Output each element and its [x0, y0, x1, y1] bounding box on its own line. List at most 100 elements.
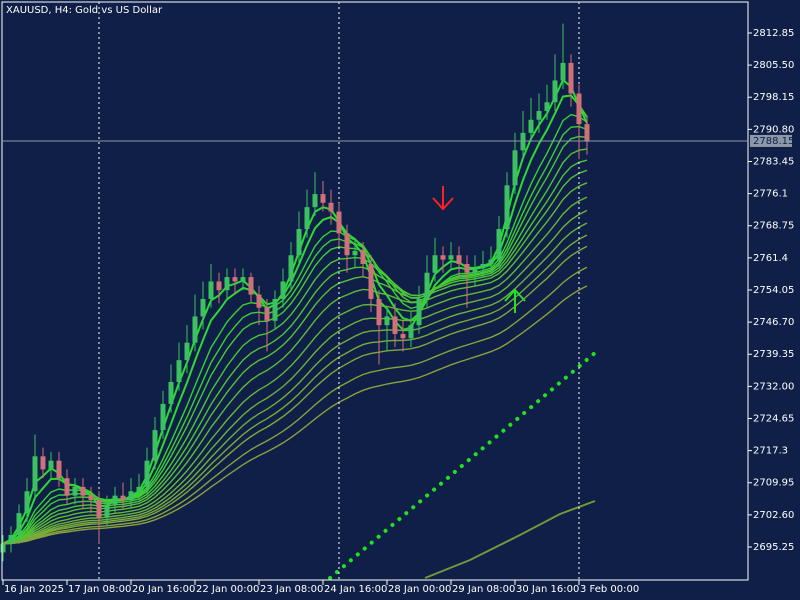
candle-body — [32, 456, 38, 492]
candle-body — [552, 80, 558, 103]
candle-body — [80, 486, 86, 496]
candle-body — [520, 132, 526, 151]
x-tick-label: 29 Jan 08:00 — [452, 584, 515, 595]
candle-body — [480, 263, 486, 269]
candle-body — [280, 281, 286, 299]
candle-body — [224, 277, 230, 291]
candle-body — [120, 495, 126, 501]
candle-body — [56, 460, 62, 479]
candle-body — [232, 277, 238, 282]
candle-body — [104, 504, 110, 518]
candle-body — [160, 403, 166, 431]
candle-body — [400, 333, 406, 339]
candle-body — [544, 102, 550, 112]
candle-body — [352, 250, 358, 256]
candle-body — [272, 298, 278, 321]
candle-body — [368, 263, 374, 299]
moving-average — [2, 245, 588, 545]
candle-body — [560, 62, 566, 81]
y-tick-label: 2805.50 — [753, 60, 794, 71]
long-average — [424, 500, 596, 579]
candle-body — [584, 124, 590, 142]
chart-title: XAUUSD, H4: Gold vs US Dollar — [6, 5, 163, 16]
trend-dots — [328, 350, 598, 580]
candle-body — [448, 255, 454, 260]
candle-body — [184, 342, 190, 361]
current-price-box — [750, 134, 792, 147]
candle-body — [328, 202, 334, 212]
candle-body — [576, 93, 582, 125]
y-tick-label: 2702.60 — [753, 510, 794, 521]
y-tick-label: 2746.70 — [753, 317, 794, 328]
candle-body — [320, 194, 326, 203]
candle-body — [288, 255, 294, 282]
candle-body — [208, 281, 214, 299]
candle-body — [0, 543, 6, 553]
moving-average — [2, 234, 588, 545]
candle-body — [136, 486, 142, 492]
candle-body — [16, 513, 22, 535]
candle-body — [312, 194, 318, 208]
candle-body — [440, 255, 446, 260]
candle-body — [472, 268, 478, 273]
candle-body — [504, 185, 510, 230]
moving-average — [2, 209, 588, 545]
sell-arrow — [432, 186, 454, 211]
candle-body — [344, 233, 350, 256]
candle-body — [112, 495, 118, 505]
candle-body — [528, 119, 534, 133]
moving-average — [2, 125, 588, 545]
buy-arrow — [504, 288, 526, 313]
moving-average — [2, 222, 588, 545]
candle-body — [392, 316, 398, 334]
candle-body — [96, 500, 102, 518]
candle-body — [296, 229, 302, 256]
candle-body — [336, 211, 342, 234]
moving-average — [2, 266, 588, 545]
candle-body — [384, 316, 390, 326]
candle-body — [568, 62, 574, 94]
y-tick-label: 2732.00 — [753, 381, 794, 392]
y-tick-label: 2798.15 — [753, 92, 794, 103]
y-tick-label: 2709.95 — [753, 478, 794, 489]
candle-body — [424, 272, 430, 299]
candle-body — [128, 491, 134, 501]
candle-body — [8, 534, 14, 544]
y-tick-label: 2739.35 — [753, 349, 794, 360]
candle-body — [152, 430, 158, 461]
candle-body — [256, 294, 262, 308]
candle-body — [240, 277, 246, 282]
x-tick-label: 17 Jan 08:00 — [68, 584, 131, 595]
candle-body — [48, 460, 54, 470]
y-tick-label: 2695.25 — [753, 542, 794, 553]
candle-body — [72, 486, 78, 496]
candle-body — [376, 298, 382, 326]
candle-body — [216, 281, 222, 291]
candle-body — [192, 316, 198, 343]
candle-body — [144, 460, 150, 487]
candle-body — [456, 255, 462, 264]
y-tick-label: 2783.45 — [753, 156, 794, 167]
x-tick-label: 3 Feb 00:00 — [580, 584, 639, 595]
candle-body — [464, 263, 470, 273]
current-price-label: 2788.15 — [753, 136, 794, 147]
y-tick-label: 2812.85 — [753, 28, 794, 39]
y-tick-label: 2724.65 — [753, 413, 794, 424]
candle-body — [24, 491, 30, 514]
moving-average — [2, 285, 588, 545]
candle-body — [416, 298, 422, 326]
candle-body — [168, 382, 174, 404]
candle-body — [536, 111, 542, 120]
x-tick-label: 22 Jan 00:00 — [196, 584, 259, 595]
candles — [0, 23, 590, 562]
x-tick-label: 28 Jan 00:00 — [388, 584, 451, 595]
y-tick-label: 2776.1 — [753, 189, 788, 200]
y-tick-label: 2790.80 — [753, 124, 794, 135]
x-tick-label: 24 Jan 16:00 — [324, 584, 387, 595]
plot-frame — [1, 1, 749, 581]
candle-body — [176, 360, 182, 383]
y-tick-label: 2761.4 — [753, 253, 788, 264]
candle-body — [408, 325, 414, 339]
y-tick-label: 2754.05 — [753, 285, 794, 296]
x-tick-label: 30 Jan 16:00 — [516, 584, 579, 595]
